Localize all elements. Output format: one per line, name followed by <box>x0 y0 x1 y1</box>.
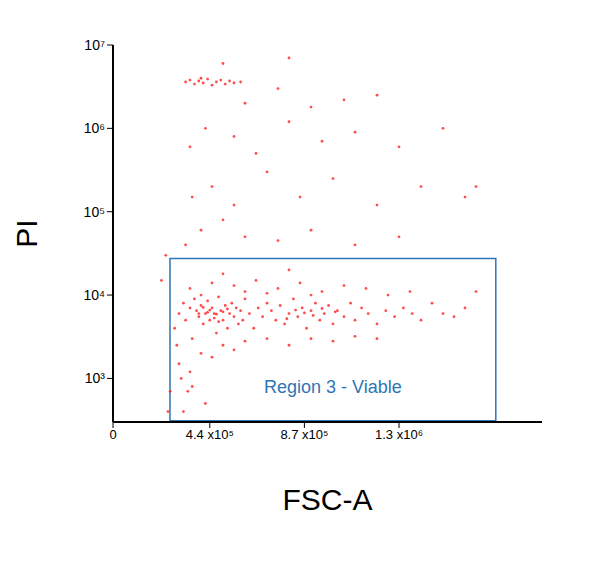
svg-text:10⁴: 10⁴ <box>83 287 105 303</box>
svg-text:10⁵: 10⁵ <box>84 204 105 220</box>
svg-text:4.4 x10⁵: 4.4 x10⁵ <box>186 427 234 442</box>
svg-text:8.7 x10⁵: 8.7 x10⁵ <box>280 427 328 442</box>
svg-text:10³: 10³ <box>85 370 106 386</box>
svg-text:FSC-A: FSC-A <box>283 483 373 516</box>
svg-text:Region 3 - Viable: Region 3 - Viable <box>264 377 402 397</box>
svg-text:1.3 x10⁶: 1.3 x10⁶ <box>375 427 423 442</box>
svg-text:10⁷: 10⁷ <box>84 37 105 53</box>
svg-text:PI: PI <box>10 219 43 247</box>
svg-text:10⁶: 10⁶ <box>84 120 105 136</box>
svg-text:0: 0 <box>109 427 116 442</box>
